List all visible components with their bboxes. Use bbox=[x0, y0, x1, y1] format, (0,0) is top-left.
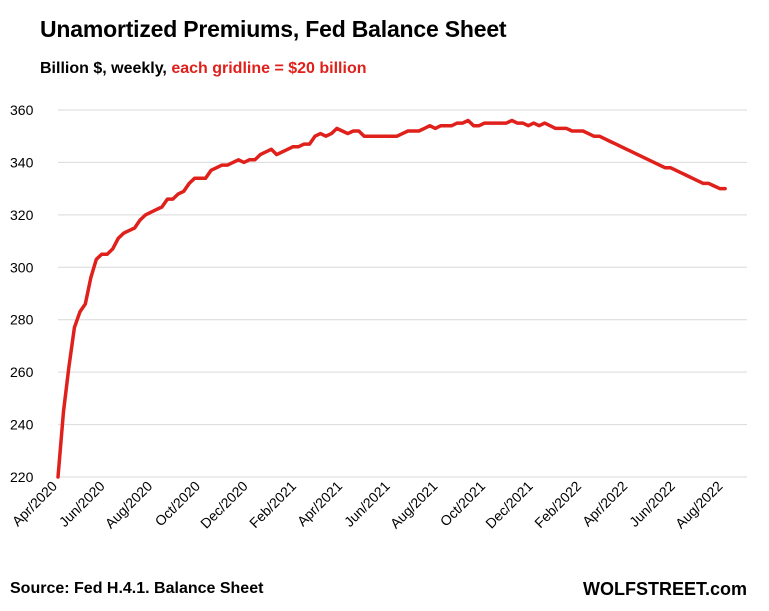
chart-title: Unamortized Premiums, Fed Balance Sheet bbox=[40, 16, 507, 42]
y-tick-label: 280 bbox=[10, 312, 34, 328]
brand-label: WOLFSTREET.com bbox=[582, 579, 747, 599]
y-tick-label: 340 bbox=[10, 154, 34, 170]
x-tick-label: Oct/2020 bbox=[152, 478, 204, 530]
y-tick-label: 320 bbox=[10, 207, 34, 223]
x-tick-label: Aug/2020 bbox=[102, 478, 156, 532]
series-layer bbox=[56, 118, 727, 479]
y-tick-label: 300 bbox=[10, 259, 34, 275]
x-tick-label: Apr/2021 bbox=[294, 478, 346, 530]
gridlines bbox=[58, 109, 747, 478]
x-axis-tick-labels: Apr/2020Jun/2020Aug/2020Oct/2020Dec/2020… bbox=[9, 478, 726, 532]
x-tick-label: Aug/2022 bbox=[672, 478, 726, 532]
x-tick-label: Feb/2021 bbox=[246, 478, 299, 531]
y-tick-label: 240 bbox=[10, 417, 34, 433]
x-tick-label: Jun/2021 bbox=[341, 478, 393, 530]
series-line bbox=[56, 118, 727, 479]
x-tick-label: Apr/2020 bbox=[9, 478, 61, 530]
y-tick-label: 220 bbox=[10, 469, 34, 485]
source-note: Source: Fed H.4.1. Balance Sheet bbox=[10, 580, 264, 597]
y-tick-label: 260 bbox=[10, 364, 34, 380]
x-tick-label: Dec/2020 bbox=[197, 478, 251, 532]
subtitle-units: Billion $, weekly, bbox=[40, 60, 172, 77]
x-tick-label: Jun/2020 bbox=[56, 478, 108, 530]
x-tick-label: Dec/2021 bbox=[482, 478, 536, 532]
y-axis-tick-labels: 220 240 260 280 300 320 340 360 bbox=[10, 102, 34, 485]
y-tick-label: 360 bbox=[10, 102, 34, 118]
chart-subtitle: Billion $, weekly, each gridline = $20 b… bbox=[40, 60, 366, 78]
subtitle-gridline-note: each gridline = $20 billion bbox=[171, 60, 367, 77]
x-tick-label: Oct/2021 bbox=[437, 478, 489, 530]
x-tick-label: Aug/2021 bbox=[387, 478, 441, 532]
x-tick-label: Apr/2022 bbox=[579, 478, 631, 530]
x-tick-label: Jun/2022 bbox=[626, 478, 678, 530]
x-tick-label: Feb/2022 bbox=[531, 478, 584, 531]
